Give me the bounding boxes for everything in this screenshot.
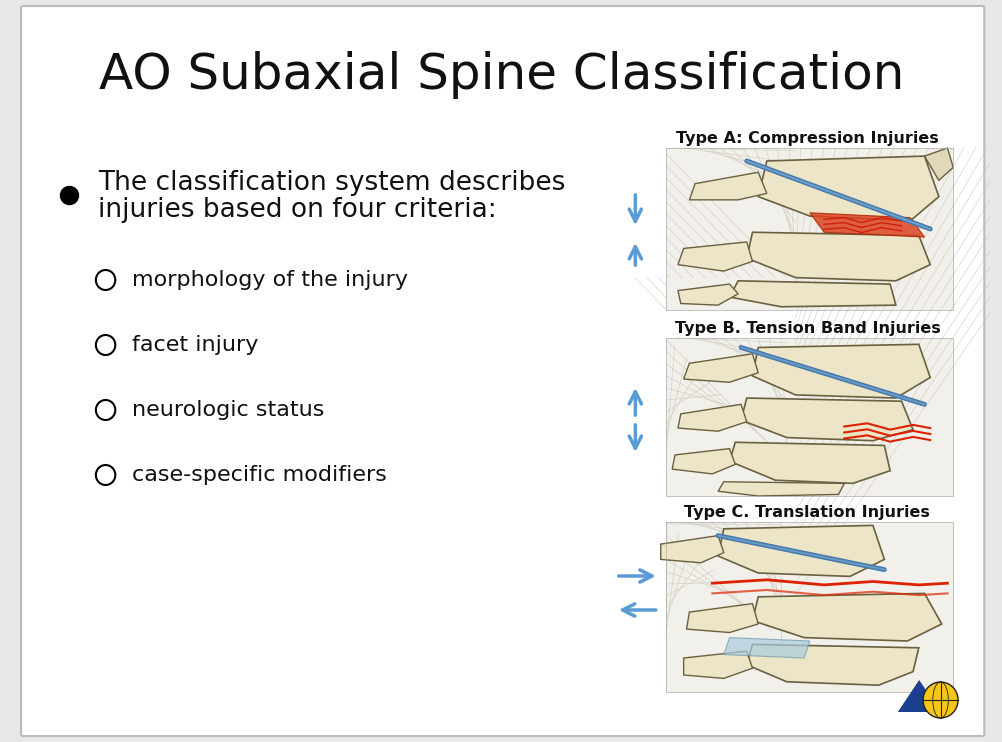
Polygon shape [746,644,918,685]
FancyBboxPatch shape [665,148,952,310]
Polygon shape [717,482,844,496]
Polygon shape [752,594,941,641]
Text: neurologic status: neurologic status [131,400,324,420]
Text: morphology of the injury: morphology of the injury [131,270,408,290]
Polygon shape [677,242,752,271]
Polygon shape [677,284,737,305]
Polygon shape [746,232,929,280]
Text: Type C. Translation Injuries: Type C. Translation Injuries [683,505,930,519]
Text: case-specific modifiers: case-specific modifiers [131,465,387,485]
Bar [665,148,952,310]
Polygon shape [688,172,767,200]
Polygon shape [683,651,752,678]
Text: injuries based on four criteria:: injuries based on four criteria: [98,197,496,223]
FancyBboxPatch shape [665,522,952,692]
Text: facet injury: facet injury [131,335,258,355]
FancyBboxPatch shape [665,338,952,496]
Polygon shape [685,603,758,632]
Text: Type B. Tension Band Injuries: Type B. Tension Band Injuries [674,321,939,335]
Text: The classification system describes: The classification system describes [98,170,564,196]
Polygon shape [683,354,758,382]
Polygon shape [728,442,889,483]
Text: AO Subaxial Spine Classification: AO Subaxial Spine Classification [98,51,903,99]
Polygon shape [924,148,952,180]
Bar [665,522,952,692]
Polygon shape [897,680,940,712]
Circle shape [922,682,957,718]
Polygon shape [723,637,809,658]
Polygon shape [717,525,884,577]
Polygon shape [671,449,734,474]
Polygon shape [677,404,746,431]
FancyBboxPatch shape [21,6,983,736]
Polygon shape [752,344,929,398]
Polygon shape [728,280,895,306]
Text: Type A: Compression Injuries: Type A: Compression Injuries [675,131,938,145]
Polygon shape [740,398,912,441]
Polygon shape [809,213,924,237]
Bar [665,338,952,496]
Polygon shape [758,156,938,221]
Polygon shape [660,536,723,562]
